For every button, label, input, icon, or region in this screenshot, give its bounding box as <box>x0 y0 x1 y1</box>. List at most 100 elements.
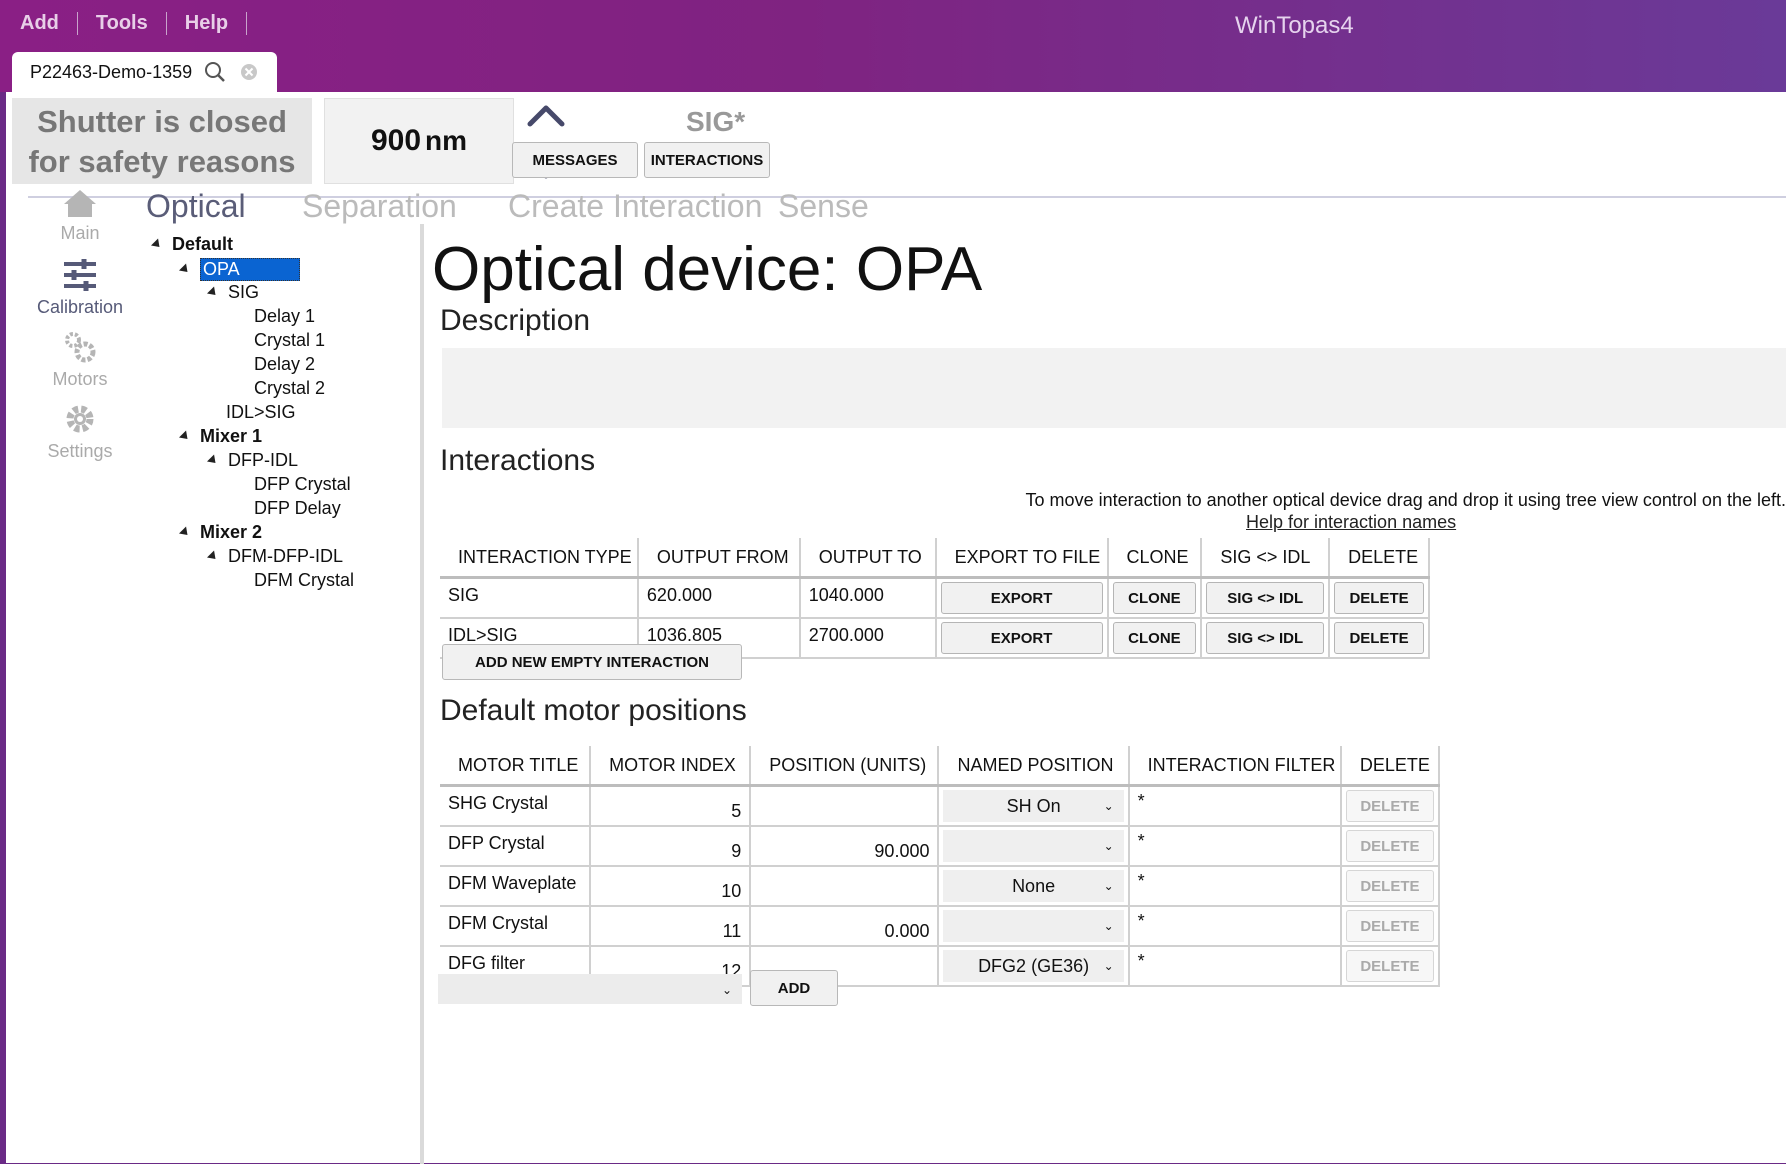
delete-button[interactable]: DELETE <box>1345 950 1434 982</box>
delete-button[interactable]: DELETE <box>1345 790 1434 822</box>
clone-button[interactable]: CLONE <box>1112 622 1197 654</box>
position-cell[interactable] <box>750 866 940 907</box>
tree-node-opa[interactable]: OPA <box>178 258 300 281</box>
table-row[interactable]: SHG Crystal 5 SH On ⌄ * DELETE <box>440 785 1441 827</box>
interaction-type-cell[interactable]: SIG <box>440 577 639 619</box>
motor-index-cell[interactable]: 5 <box>590 785 752 827</box>
tree-node-sig[interactable]: SIG <box>206 282 259 303</box>
column-header: MOTOR INDEX <box>590 746 752 787</box>
clone-button[interactable]: CLONE <box>1112 582 1197 614</box>
motor-index-cell[interactable]: 9 <box>590 826 752 867</box>
expanded-icon[interactable] <box>206 454 220 467</box>
table-row[interactable]: IDL>SIG 1036.805 2700.000 EXPORT CLONE S… <box>440 618 1430 659</box>
menu-add[interactable]: Add <box>20 12 78 35</box>
expanded-icon[interactable] <box>206 550 220 563</box>
tree-node-idlsig[interactable]: IDL>SIG <box>226 402 296 422</box>
named-position-select[interactable]: None ⌄ <box>943 870 1124 902</box>
interactions-button[interactable]: INTERACTIONS <box>644 142 770 178</box>
tree-node-crystal1[interactable]: Crystal 1 <box>254 330 326 350</box>
tab-separation[interactable]: Separation <box>302 188 457 224</box>
table-row[interactable]: DFM Crystal 11 0.000 ⌄ * DELETE <box>440 906 1441 947</box>
description-field[interactable] <box>442 348 1786 428</box>
tab-create-interaction[interactable]: Create Interaction <box>508 188 763 224</box>
interaction-filter-cell[interactable]: * <box>1128 866 1342 907</box>
tree-node-dfmcrystal[interactable]: DFM Crystal <box>254 570 354 590</box>
close-icon[interactable] <box>240 63 258 81</box>
delete-button[interactable]: DELETE <box>1345 830 1434 862</box>
output-from-cell[interactable]: 620.000 <box>637 577 801 619</box>
page-title: Optical device: OPA <box>432 235 983 304</box>
interaction-filter-cell[interactable]: * <box>1128 906 1342 947</box>
tree-node-crystal2[interactable]: Crystal 2 <box>254 378 326 398</box>
add-motor-button[interactable]: ADD <box>750 970 838 1006</box>
sig-idl-swap-button[interactable]: SIG <> IDL <box>1206 622 1325 654</box>
chevron-up-icon[interactable] <box>527 105 565 127</box>
nav-calibration[interactable]: Calibration <box>20 258 140 318</box>
interaction-filter-cell[interactable]: * <box>1128 946 1342 987</box>
interaction-filter: * <box>1137 791 1145 811</box>
tree-node-dfpdelay[interactable]: DFP Delay <box>254 498 341 518</box>
motor-index-cell[interactable]: 11 <box>590 906 752 947</box>
tree-node-dfpidl[interactable]: DFP-IDL <box>206 450 298 471</box>
menu-tools[interactable]: Tools <box>96 12 167 35</box>
add-new-interaction-button[interactable]: ADD NEW EMPTY INTERACTION <box>442 644 742 680</box>
motor-index-cell[interactable]: 10 <box>590 866 752 907</box>
table-row[interactable]: DFP Crystal 9 90.000 ⌄ * DELETE <box>440 826 1441 867</box>
splitter[interactable] <box>420 224 424 1164</box>
output-to-cell[interactable]: 1040.000 <box>799 577 937 619</box>
position-cell[interactable]: 0.000 <box>750 906 940 947</box>
wavelength-display[interactable]: 900 nm <box>324 98 514 184</box>
export-button[interactable]: EXPORT <box>940 622 1103 654</box>
tree-node-dfpcrystal[interactable]: DFP Crystal <box>254 474 351 494</box>
tree-node-delay1[interactable]: Delay 1 <box>254 306 316 326</box>
device-tab[interactable]: P22463-Demo-1359 <box>12 52 277 92</box>
tree-node-mixer1[interactable]: Mixer 1 <box>178 426 262 447</box>
interaction-filter-cell[interactable]: * <box>1128 785 1342 827</box>
named-position-cell: ⌄ <box>938 906 1130 947</box>
expanded-icon[interactable] <box>178 263 192 276</box>
delete-cell: DELETE <box>1329 577 1430 619</box>
tab-optical[interactable]: Optical <box>146 188 246 224</box>
expanded-icon[interactable] <box>206 286 220 299</box>
export-button[interactable]: EXPORT <box>940 582 1103 614</box>
nav-settings[interactable]: Settings <box>20 402 140 462</box>
position-cell[interactable]: 90.000 <box>750 826 940 867</box>
table-row[interactable]: SIG 620.000 1040.000 EXPORT CLONE SIG <>… <box>440 577 1430 619</box>
named-position-select[interactable]: ⌄ <box>943 830 1124 862</box>
tree-node-dfmdfpidl[interactable]: DFM-DFP-IDL <box>206 546 343 567</box>
named-position-select[interactable]: ⌄ <box>943 910 1124 942</box>
named-position-select[interactable]: DFG2 (GE36) ⌄ <box>943 950 1124 982</box>
column-header: DELETE <box>1329 538 1430 579</box>
nav-main[interactable]: Main <box>20 188 140 244</box>
position-cell[interactable] <box>750 785 940 827</box>
expanded-icon[interactable] <box>150 238 164 251</box>
menu-help[interactable]: Help <box>185 12 248 35</box>
interaction-type: IDL>SIG <box>448 625 518 645</box>
delete-button[interactable]: DELETE <box>1334 622 1424 654</box>
table-row[interactable]: DFM Waveplate 10 None ⌄ * DELETE <box>440 866 1441 907</box>
tree-node-default[interactable]: Default <box>150 234 233 255</box>
delete-button[interactable]: DELETE <box>1345 870 1434 902</box>
interactions-heading: Interactions <box>440 444 596 477</box>
nav-motors[interactable]: Motors <box>20 330 140 390</box>
motors-heading: Default motor positions <box>440 694 747 727</box>
motor-title: DFP Crystal <box>448 833 545 853</box>
swap-cell: SIG <> IDL <box>1201 577 1331 619</box>
motor-select[interactable]: ⌄ <box>438 974 742 1004</box>
interaction-filter-cell[interactable]: * <box>1128 826 1342 867</box>
named-position-select[interactable]: SH On ⌄ <box>943 790 1124 822</box>
tree-node-mixer2[interactable]: Mixer 2 <box>178 522 262 543</box>
tree-node-delay2[interactable]: Delay 2 <box>254 354 316 374</box>
named-position-cell: None ⌄ <box>938 866 1130 907</box>
output-to-cell[interactable]: 2700.000 <box>799 618 937 659</box>
interaction-names-help-link[interactable]: Help for interaction names <box>1246 512 1457 532</box>
header-divider <box>28 196 1786 198</box>
delete-button[interactable]: DELETE <box>1334 582 1424 614</box>
tab-sense[interactable]: Sense <box>778 188 869 224</box>
delete-button[interactable]: DELETE <box>1345 910 1434 942</box>
messages-button[interactable]: MESSAGES <box>512 142 638 178</box>
expanded-icon[interactable] <box>178 430 192 443</box>
expanded-icon[interactable] <box>178 526 192 539</box>
search-icon[interactable] <box>204 61 226 83</box>
sig-idl-swap-button[interactable]: SIG <> IDL <box>1206 582 1325 614</box>
